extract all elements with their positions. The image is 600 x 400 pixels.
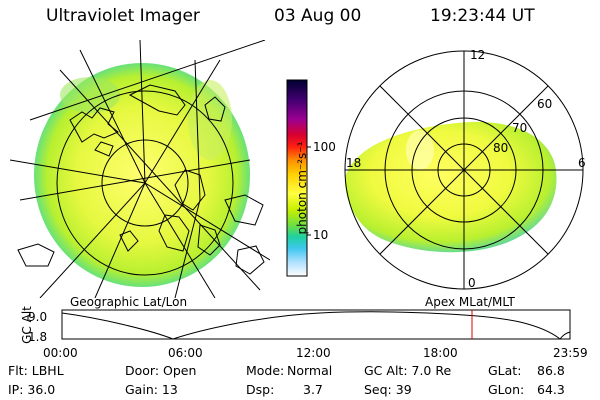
glon-value: 64.3 [537, 382, 565, 397]
altitude-xtick-0000: 00:00 [43, 346, 78, 360]
altitude-ytick-high: 9.0 [28, 310, 48, 324]
altitude-xtick-1200: 12:00 [296, 346, 331, 360]
glat-label: GLat: [488, 363, 522, 378]
mode-value: Normal [287, 363, 333, 378]
gain-info: Gain: 13 [125, 382, 178, 397]
altitude-ytick-low: 1.8 [28, 330, 48, 344]
dsp-label: Dsp: [246, 382, 275, 397]
app-title: Ultraviolet Imager [46, 6, 200, 26]
apex-caption: Apex MLat/MLT [425, 295, 515, 309]
altitude-xtick-0600: 06:00 [168, 346, 203, 360]
mlt-label-0: 0 [468, 276, 476, 290]
door-info: Door: Open [125, 363, 197, 378]
mlat-label-60: 60 [537, 97, 553, 111]
gc-alt-info: GC Alt: 7.0 Re [364, 363, 452, 378]
seq-info: Seq: 39 [364, 382, 412, 397]
mlat-label-70: 70 [512, 121, 528, 135]
geographic-caption: Geographic Lat/Lon [70, 295, 188, 309]
time-label: 19:23:44 UT [430, 6, 535, 26]
ip-info: IP: 36.0 [8, 382, 56, 397]
colorbar-tick-10: 10 [313, 228, 329, 242]
mlt-label-18: 18 [346, 156, 362, 170]
glon-label: GLon: [488, 382, 525, 397]
mlt-label-12: 12 [470, 48, 486, 62]
mlt-label-6: 6 [578, 156, 586, 170]
filter-info: Flt: LBHL [8, 363, 64, 378]
date-label: 03 Aug 00 [274, 6, 362, 26]
dsp-value: 3.7 [303, 382, 323, 397]
glat-value: 86.8 [537, 363, 565, 378]
mode-label: Mode: [246, 363, 285, 378]
colorbar-tick-100: 100 [313, 140, 336, 154]
altitude-xtick-2359: 23:59 [553, 346, 588, 360]
altitude-xtick-1800: 18:00 [423, 346, 458, 360]
mlat-label-80: 80 [493, 141, 509, 155]
